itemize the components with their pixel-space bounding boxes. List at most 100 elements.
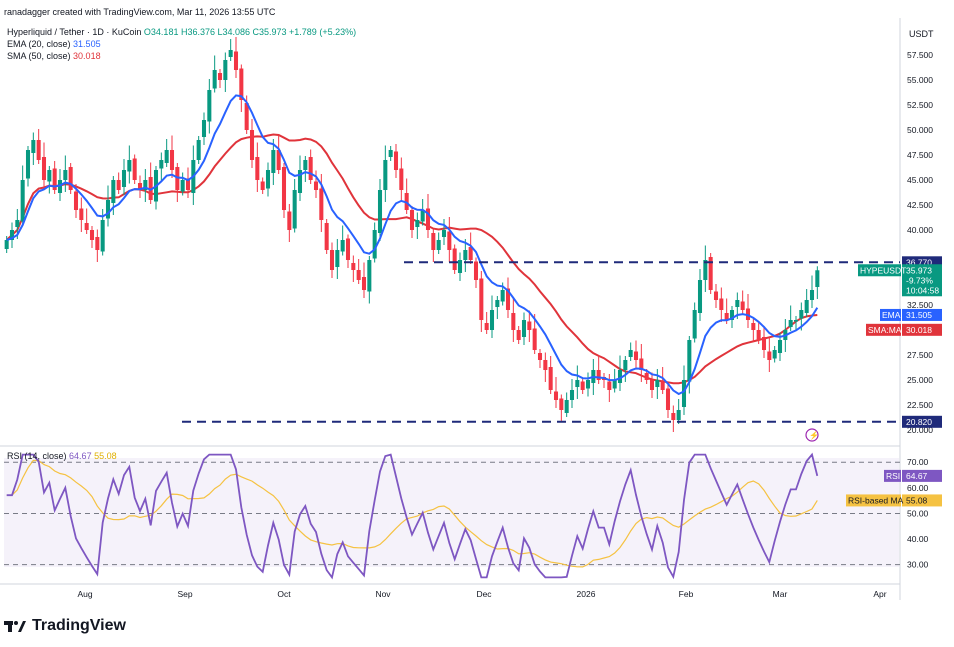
candle-body bbox=[457, 260, 463, 273]
candle-body bbox=[351, 263, 356, 270]
candle-body bbox=[25, 150, 31, 179]
ema-legend[interactable]: EMA (20, close) 31.505 bbox=[7, 39, 101, 49]
credit-text: ranadagger created with TradingView.com,… bbox=[4, 7, 276, 17]
candle-body bbox=[484, 323, 489, 330]
sma-line bbox=[6, 133, 818, 385]
price-tag-box bbox=[902, 264, 942, 297]
price-tick-label: 52.500 bbox=[907, 100, 933, 110]
candle-body bbox=[132, 158, 137, 180]
candle-body bbox=[633, 351, 639, 360]
event-marker-icon bbox=[805, 428, 819, 442]
candle-body bbox=[511, 313, 516, 330]
candle-body bbox=[297, 170, 303, 193]
symbol-tag-box bbox=[858, 264, 901, 277]
rsi-ma-tag-box bbox=[846, 494, 901, 507]
candle-body bbox=[516, 330, 521, 340]
candle-body bbox=[329, 250, 335, 270]
candle-body bbox=[687, 340, 692, 382]
price-tick-label: 27.500 bbox=[907, 350, 933, 360]
candle-body bbox=[201, 120, 207, 137]
candle-body bbox=[196, 140, 201, 160]
candle-body bbox=[4, 240, 9, 249]
rsi-legend-label: RSI (14, close) bbox=[7, 451, 67, 461]
brand-name: TradingView bbox=[32, 617, 126, 634]
candle-body bbox=[239, 68, 244, 100]
candle-body bbox=[644, 373, 649, 380]
candle-body bbox=[159, 160, 164, 169]
candle-body bbox=[233, 51, 239, 70]
symbol-tag-text: HYPEUSDT bbox=[860, 265, 906, 275]
candle-body bbox=[617, 370, 623, 383]
candle-body bbox=[319, 188, 324, 220]
candle-body bbox=[340, 240, 345, 252]
price-tick-label: 25.000 bbox=[907, 375, 933, 385]
rsi-legend[interactable]: RSI (14, close) 64.67 55.08 bbox=[7, 451, 117, 461]
ema-tag-box bbox=[880, 308, 901, 321]
rsi-line bbox=[6, 452, 819, 580]
candle-body bbox=[740, 301, 745, 310]
candle-body bbox=[500, 290, 505, 302]
candle-body bbox=[580, 381, 585, 390]
resistance-tag-text: 36.770 bbox=[906, 257, 932, 267]
candle-body bbox=[281, 167, 287, 210]
price-tick-label: 47.500 bbox=[907, 150, 933, 160]
candle-body bbox=[228, 50, 233, 57]
candle-body bbox=[105, 200, 111, 219]
candle-body bbox=[569, 390, 575, 400]
candle-body bbox=[671, 413, 676, 420]
candle-body bbox=[660, 381, 665, 390]
rsi-tag-text: RSI bbox=[886, 471, 900, 481]
candle-body bbox=[735, 300, 740, 307]
time-tick-label: Oct bbox=[277, 589, 291, 599]
ema-value-tag-box bbox=[902, 308, 942, 321]
candle-body bbox=[73, 191, 79, 210]
price-tick-label: 20.000 bbox=[907, 425, 933, 435]
candle-body bbox=[639, 358, 644, 370]
candle-body bbox=[452, 248, 457, 270]
candle-body bbox=[399, 168, 404, 190]
candle-body bbox=[185, 178, 191, 190]
candle-body bbox=[756, 330, 761, 340]
sma-legend[interactable]: SMA (50, close) 30.018 bbox=[7, 51, 101, 61]
ema-tag-text: EMA bbox=[882, 310, 901, 320]
candle-body bbox=[180, 180, 185, 192]
time-tick-label: Apr bbox=[873, 589, 886, 599]
candle-body bbox=[260, 181, 265, 190]
candle-body bbox=[9, 230, 15, 240]
candle-body bbox=[607, 381, 612, 390]
candle-body bbox=[116, 180, 121, 190]
candle-body bbox=[217, 73, 223, 80]
candle-body bbox=[335, 250, 340, 267]
candle-body bbox=[703, 260, 708, 280]
candle-body bbox=[223, 60, 228, 80]
event-marker-glyph: ⚡ bbox=[809, 430, 819, 440]
tradingview-logo[interactable]: TradingView bbox=[4, 617, 126, 635]
candle-body bbox=[724, 313, 729, 320]
price-tick-label: 42.500 bbox=[907, 200, 933, 210]
candle-body bbox=[623, 360, 628, 370]
candle-body bbox=[383, 160, 388, 190]
price-tick-label: 32.500 bbox=[907, 300, 933, 310]
sma-tag-box bbox=[866, 323, 901, 336]
candle-body bbox=[537, 353, 543, 360]
candle-body bbox=[799, 310, 804, 319]
candle-body bbox=[447, 231, 452, 250]
candle-body bbox=[63, 170, 68, 180]
time-tick-label: Dec bbox=[476, 589, 492, 599]
ema-legend-value: 31.505 bbox=[73, 39, 101, 49]
candle-body bbox=[628, 350, 633, 357]
candle-body bbox=[575, 380, 580, 387]
candle-body bbox=[287, 211, 292, 230]
candle-body bbox=[719, 298, 724, 310]
candle-body bbox=[425, 208, 431, 230]
candle-body bbox=[143, 180, 148, 190]
candle-body bbox=[265, 170, 271, 189]
candle-body bbox=[463, 250, 468, 260]
candle-body bbox=[345, 238, 351, 260]
rsi-tag-box bbox=[884, 469, 901, 482]
candle-body bbox=[815, 270, 820, 287]
candle-body bbox=[415, 220, 420, 227]
price-tag-text: 35.973 bbox=[906, 265, 932, 275]
ema-legend-label: EMA (20, close) bbox=[7, 39, 71, 49]
